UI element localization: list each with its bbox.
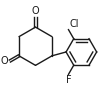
Text: F: F (66, 75, 71, 85)
Text: O: O (32, 6, 39, 16)
Text: Cl: Cl (69, 19, 79, 29)
Text: O: O (0, 56, 8, 66)
